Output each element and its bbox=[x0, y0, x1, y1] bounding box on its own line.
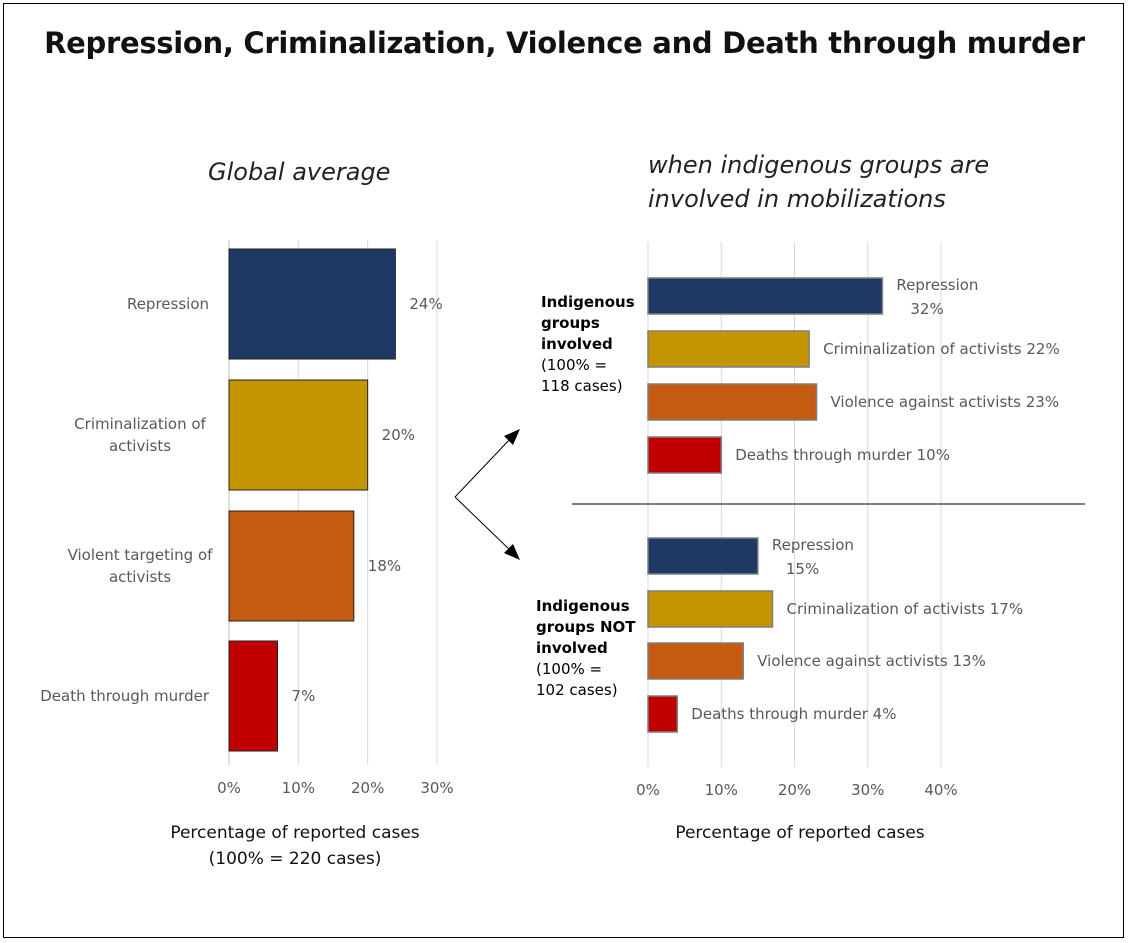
right-bar-chart: 0% 10% 20% 30% 40% Repression 32% Criminalizati… bbox=[572, 242, 1085, 799]
right-bar-label: Repression bbox=[772, 536, 854, 554]
figure-frame bbox=[3, 3, 1124, 938]
right-x-tick-label: 0% bbox=[636, 781, 660, 799]
right-subtitle-line-2: involved in mobilizations bbox=[648, 185, 946, 213]
arrow-up-head bbox=[504, 429, 520, 445]
right-bar-not-involved-death bbox=[647, 695, 679, 733]
left-bar-death bbox=[228, 640, 279, 752]
left-category-label: activists bbox=[109, 437, 171, 455]
left-bar-violence bbox=[228, 510, 355, 622]
right-bar-label: Deaths through murder 10% bbox=[735, 446, 950, 464]
right-bar-label: Repression bbox=[896, 276, 978, 294]
left-category-label: Criminalization of bbox=[74, 415, 206, 433]
right-x-tick-label: 30% bbox=[851, 781, 884, 799]
right-bar-label: Violence against activists 13% bbox=[757, 652, 986, 670]
arrow-down-line bbox=[454, 496, 513, 553]
group-not-involved-name-2: groups NOT bbox=[536, 618, 636, 636]
right-x-tick-label: 20% bbox=[778, 781, 811, 799]
right-bar-value-label: 32% bbox=[910, 300, 943, 318]
group-involved-label: Indigenous groups involved (100% = 118 c… bbox=[541, 292, 635, 397]
right-bar-involved-violence bbox=[647, 383, 818, 421]
left-x-tick-label: 20% bbox=[351, 779, 384, 797]
right-axis-title: Percentage of reported cases bbox=[620, 820, 980, 846]
right-bar-involved-repression bbox=[647, 277, 884, 315]
right-bar-label: Violence against activists 23% bbox=[830, 393, 1059, 411]
right-bar-value-label: 15% bbox=[786, 560, 819, 578]
left-category-label: activists bbox=[109, 568, 171, 586]
left-axis-title: Percentage of reported cases (100% = 220… bbox=[150, 820, 440, 872]
left-x-tick-label: 10% bbox=[282, 779, 315, 797]
group-not-involved-note-2: 102 cases) bbox=[536, 681, 618, 699]
right-bar-label: Criminalization of activists 17% bbox=[787, 600, 1024, 618]
page-title: Repression, Criminalization, Violence an… bbox=[44, 26, 1085, 60]
right-bar-label: Deaths through murder 4% bbox=[691, 705, 896, 723]
right-x-tick-label: 40% bbox=[924, 781, 957, 799]
left-bar-criminalization bbox=[228, 379, 369, 491]
connector-arrows bbox=[454, 429, 520, 560]
left-bar-value-label: 20% bbox=[382, 426, 415, 444]
left-bar-value-label: 7% bbox=[292, 687, 316, 705]
right-subtitle-line-1: when indigenous groups are bbox=[648, 151, 990, 179]
left-xlabel: Percentage of reported cases bbox=[170, 823, 420, 843]
left-xlabel-note: (100% = 220 cases) bbox=[208, 849, 382, 869]
left-x-tick-label: 0% bbox=[217, 779, 241, 797]
group-involved-name-2: groups bbox=[541, 314, 600, 332]
group-involved-name-3: involved bbox=[541, 335, 613, 353]
left-bar-value-label: 18% bbox=[368, 557, 401, 575]
right-xlabel: Percentage of reported cases bbox=[675, 823, 925, 843]
left-bar-chart: 0% 10% 20% 30% 24% Repression 20% Criminalizati… bbox=[40, 240, 454, 797]
right-bar-involved-criminalization bbox=[647, 330, 810, 368]
left-category-label: Repression bbox=[127, 295, 209, 313]
group-not-involved-label: Indigenous groups NOT involved (100% = 1… bbox=[536, 596, 636, 701]
left-category-label: Death through murder bbox=[40, 687, 210, 705]
right-bar-not-involved-violence bbox=[647, 642, 744, 680]
group-not-involved-note-1: (100% = bbox=[536, 660, 603, 678]
left-bar-value-label: 24% bbox=[409, 295, 442, 313]
arrow-up-line bbox=[454, 436, 513, 498]
group-involved-note-1: (100% = bbox=[541, 356, 608, 374]
group-involved-name-1: Indigenous bbox=[541, 293, 635, 311]
left-panel-subtitle: Global average bbox=[208, 158, 391, 186]
group-involved-note-2: 118 cases) bbox=[541, 377, 623, 395]
group-not-involved-name-3: involved bbox=[536, 639, 608, 657]
right-bar-not-involved-criminalization bbox=[647, 590, 774, 628]
right-bar-not-involved-repression bbox=[647, 537, 759, 575]
left-bar-repression bbox=[228, 248, 396, 360]
right-x-tick-label: 10% bbox=[705, 781, 738, 799]
left-x-tick-label: 30% bbox=[420, 779, 453, 797]
arrow-down-head bbox=[504, 544, 520, 560]
group-not-involved-name-1: Indigenous bbox=[536, 597, 630, 615]
left-category-label: Violent targeting of bbox=[68, 546, 214, 564]
right-panel-subtitle: when indigenous groups are involved in m… bbox=[648, 148, 989, 216]
right-bar-label: Criminalization of activists 22% bbox=[823, 340, 1060, 358]
right-bar-involved-death bbox=[647, 436, 722, 474]
